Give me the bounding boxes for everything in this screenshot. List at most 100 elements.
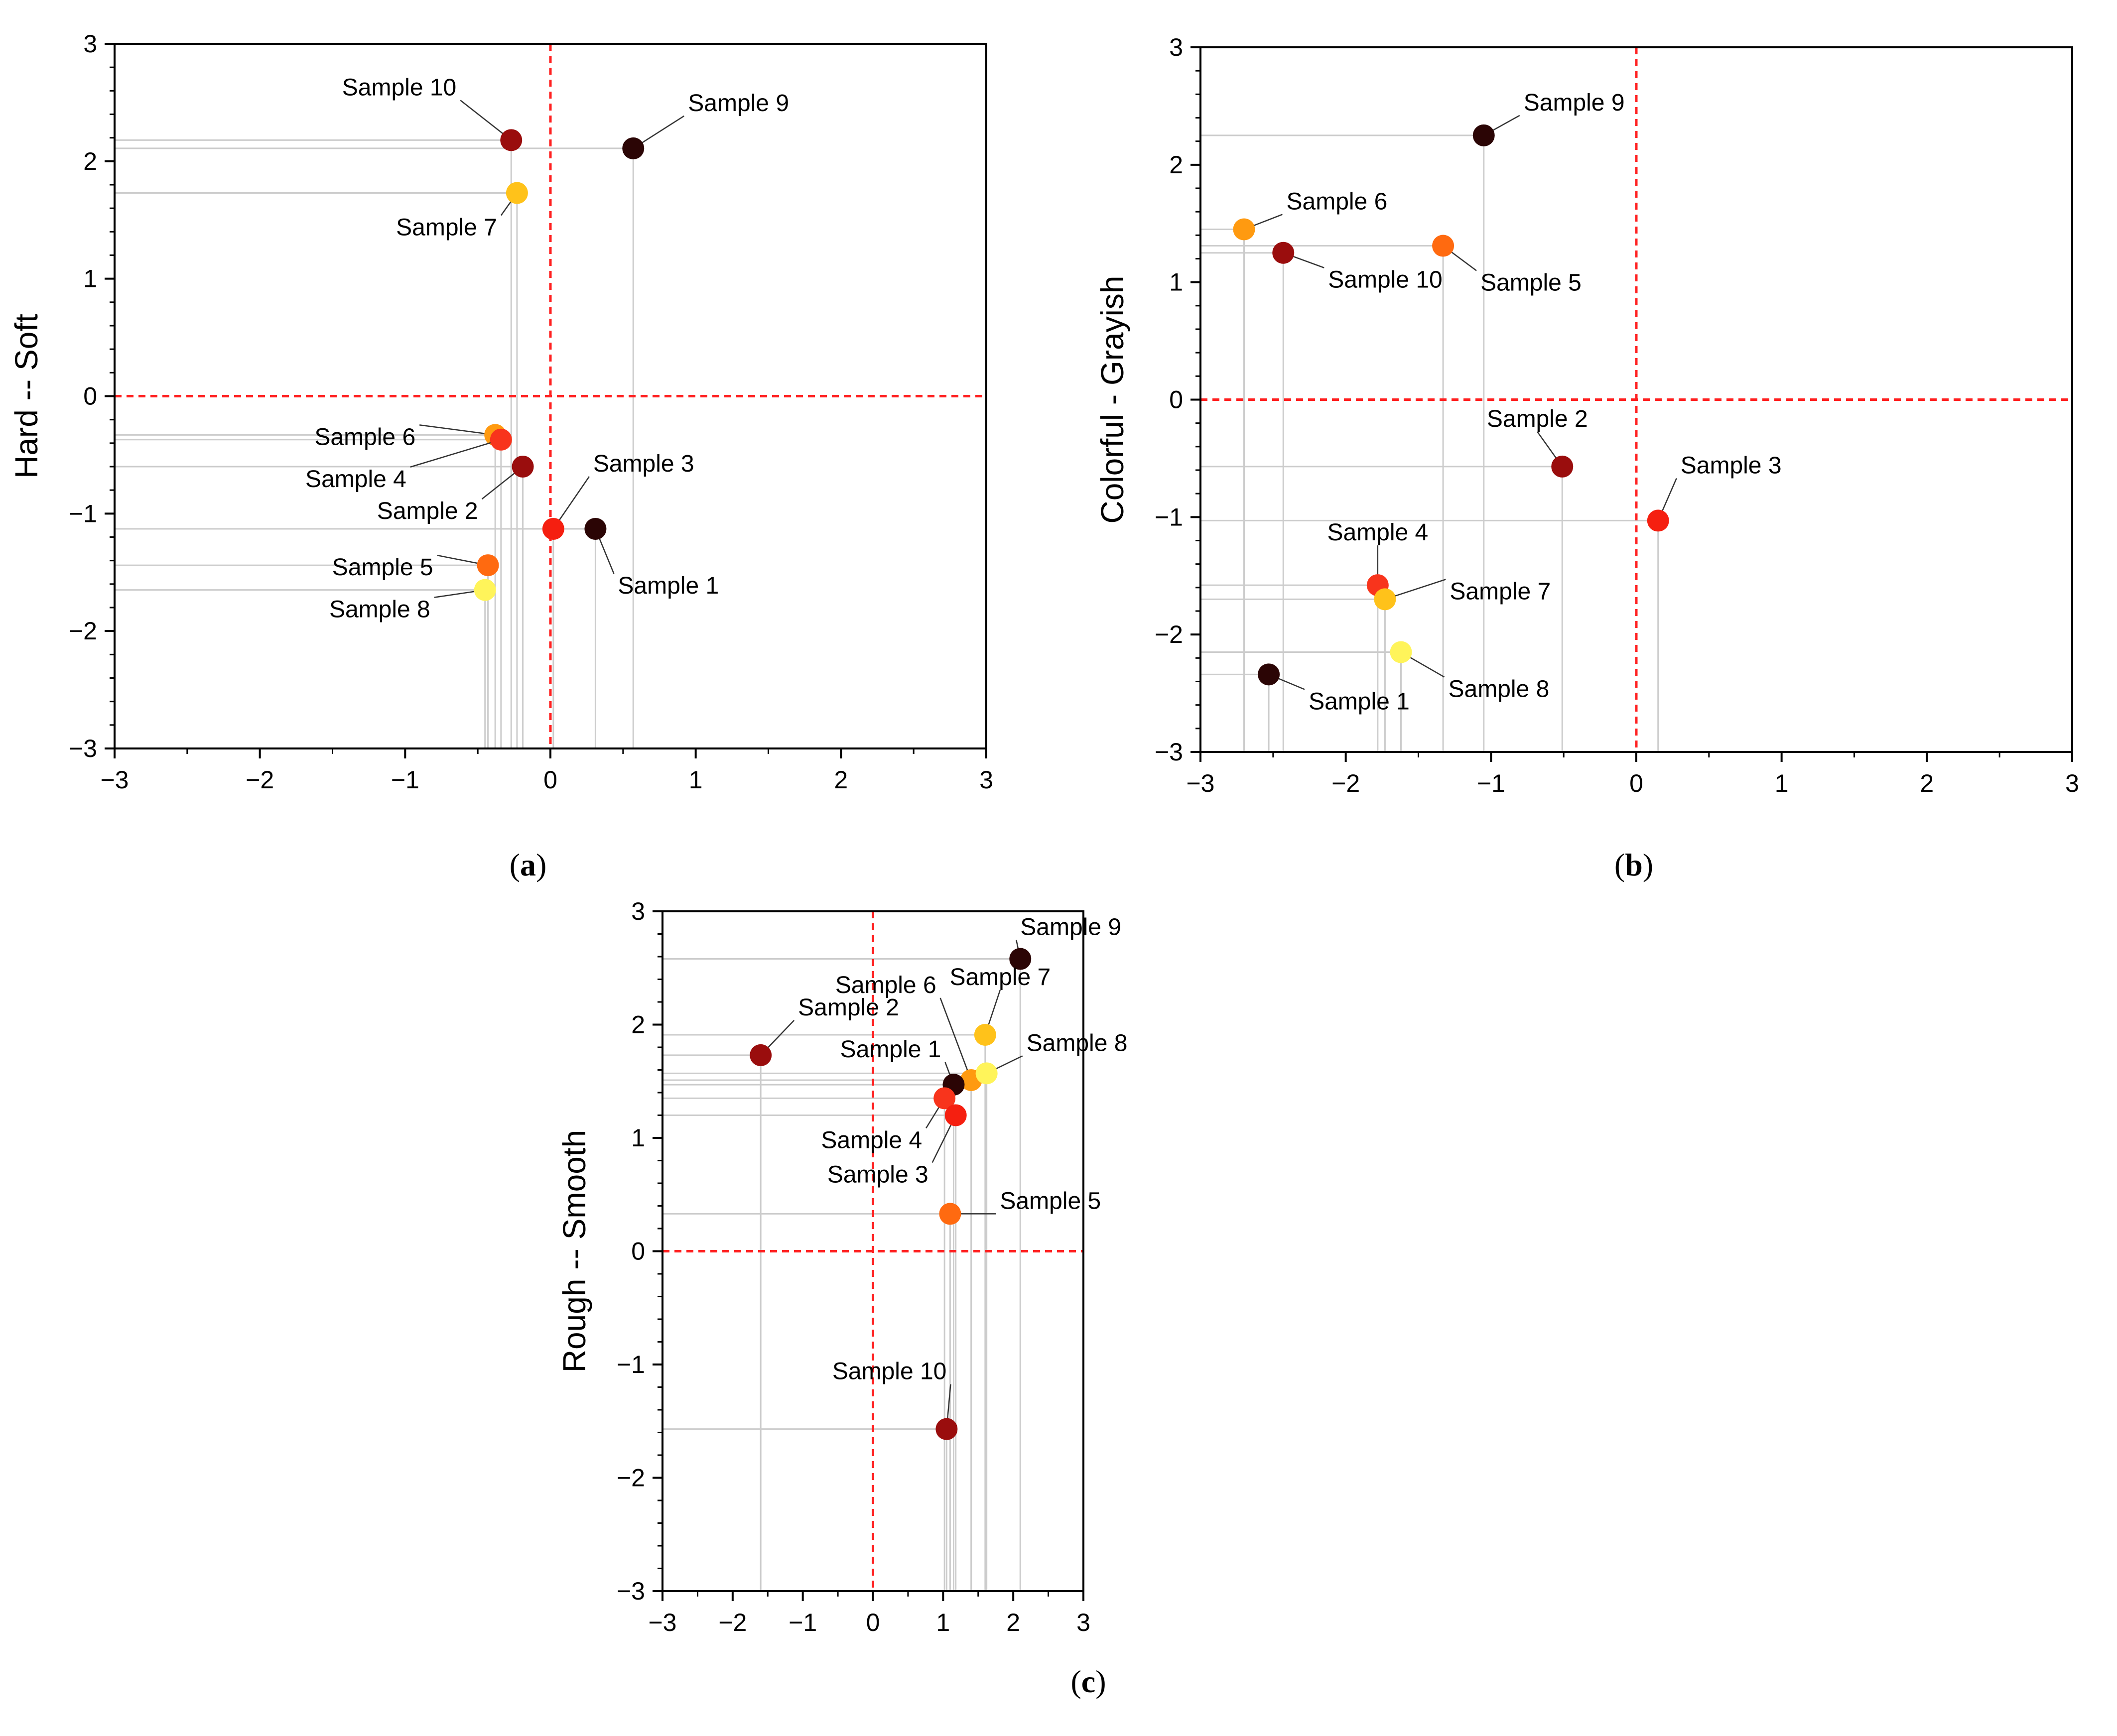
- label-leader-line: [939, 997, 972, 1081]
- data-point-sample-4[interactable]: [490, 428, 512, 451]
- scatter-chart-b: −3 −2 −1 0 1 2 3 −3 −2 −1 0 1 2 3 Colorful - Grayish Sa…: [1094, 33, 2079, 797]
- x-tick-label: −2: [246, 766, 274, 794]
- data-point-sample-4[interactable]: [933, 1087, 956, 1110]
- data-label: Sample 4: [305, 466, 406, 493]
- data-label: Sample 7: [949, 964, 1051, 991]
- data-label: Sample 9: [688, 90, 789, 117]
- x-tick-label: 0: [543, 766, 557, 794]
- y-tick-label: 1: [631, 1124, 645, 1152]
- data-label: Sample 8: [329, 597, 430, 623]
- data-label: Sample 8: [1027, 1030, 1128, 1056]
- data-label: Sample 6: [1287, 189, 1388, 215]
- data-point-sample-8[interactable]: [975, 1062, 998, 1085]
- data-label: Sample 3: [827, 1162, 928, 1188]
- data-label: Sample 9: [1524, 90, 1625, 116]
- y-tick-label: −3: [617, 1577, 645, 1605]
- x-tick-label: 2: [834, 766, 848, 794]
- data-label: Sample 5: [1480, 270, 1582, 296]
- label-leader-line: [419, 424, 496, 436]
- x-tick-label: −3: [100, 766, 129, 794]
- data-label: Sample 6: [314, 424, 415, 450]
- x-tick-label: 0: [1629, 769, 1643, 797]
- drop-lines: [1200, 134, 1659, 752]
- plot-area-c: −3 −2 −1 0 1 2 3 −3 −2 −1 0 1 2 3 Rough -- Smooth Sampl…: [556, 897, 1127, 1636]
- y-tick-label: 2: [1169, 151, 1183, 179]
- caption-b: (b): [1614, 847, 1654, 882]
- x-tick-label: 3: [979, 766, 993, 794]
- x-tick-label: −3: [1186, 769, 1214, 797]
- data-point-sample-2[interactable]: [512, 456, 534, 478]
- data-point-sample-2[interactable]: [750, 1044, 772, 1066]
- data-point-sample-3[interactable]: [944, 1104, 967, 1126]
- data-point-sample-7[interactable]: [1374, 588, 1396, 611]
- data-label: Sample 7: [1450, 578, 1551, 605]
- label-leader-line: [410, 439, 502, 468]
- y-tick-label: −3: [69, 735, 97, 762]
- x-tick-label: −3: [648, 1609, 676, 1636]
- data-point-sample-5[interactable]: [477, 554, 499, 577]
- x-tick-label: 3: [2065, 769, 2079, 797]
- data-point-sample-8[interactable]: [1390, 641, 1412, 663]
- data-point-sample-10[interactable]: [935, 1418, 958, 1440]
- data-label: Sample 5: [1000, 1188, 1101, 1214]
- x-tick-label: −1: [789, 1609, 817, 1636]
- data-point-sample-10[interactable]: [500, 129, 523, 151]
- plot-area-b: −3 −2 −1 0 1 2 3 −3 −2 −1 0 1 2 3 Colorful - Grayish Sa…: [1094, 33, 2079, 797]
- y-tick-label: 0: [1169, 386, 1183, 414]
- y-tick-label: 1: [1169, 268, 1183, 296]
- x-tick-label: −2: [718, 1609, 747, 1636]
- y-tick-label: −1: [617, 1351, 645, 1378]
- y-tick-label: 2: [631, 1011, 645, 1039]
- x-tick-label: 2: [1920, 769, 1934, 797]
- y-tick-label: 3: [631, 897, 645, 925]
- data-point-sample-9[interactable]: [622, 137, 645, 159]
- data-label: Sample 1: [840, 1036, 941, 1063]
- data-point-sample-8[interactable]: [474, 579, 496, 601]
- y-tick-label: 3: [83, 30, 97, 58]
- data-point-sample-7[interactable]: [974, 1023, 996, 1046]
- data-point-sample-5[interactable]: [939, 1203, 961, 1225]
- data-point-sample-7[interactable]: [506, 182, 528, 204]
- data-label: Sample 1: [618, 573, 719, 599]
- data-label: Sample 6: [835, 972, 936, 998]
- chart-panel-a: −3 −2 −1 0 1 2 3 −3 −2 −1 0 1 2 3 Hard -- Soft Sample 1…: [0, 30, 1026, 837]
- caption-a: (a): [509, 847, 547, 882]
- y-tick-label: 0: [631, 1238, 645, 1265]
- y-axis-title: Hard -- Soft: [8, 314, 44, 479]
- data-label: Sample 4: [1327, 519, 1428, 546]
- data-point-sample-9[interactable]: [1472, 124, 1495, 146]
- data-label: Sample 2: [1487, 406, 1588, 432]
- data-label: Sample 10: [1328, 267, 1442, 293]
- data-point-sample-9[interactable]: [1009, 948, 1032, 970]
- data-point-sample-3[interactable]: [542, 517, 564, 540]
- y-tick-label: 2: [83, 147, 97, 175]
- data-label: Sample 2: [377, 498, 478, 524]
- data-label: Sample 8: [1449, 676, 1550, 703]
- scatter-chart-a: −3 −2 −1 0 1 2 3 −3 −2 −1 0 1 2 3 Hard -- Soft Sample 1…: [8, 30, 993, 794]
- x-tick-label: −1: [1477, 769, 1505, 797]
- x-tick-label: 1: [1775, 769, 1789, 797]
- data-label: Sample 7: [396, 215, 497, 241]
- data-point-sample-1[interactable]: [1258, 663, 1280, 686]
- y-tick-label: −1: [1155, 503, 1183, 531]
- x-tick-label: −2: [1331, 769, 1360, 797]
- data-point-sample-1[interactable]: [584, 517, 607, 540]
- data-point-sample-6[interactable]: [1233, 218, 1255, 241]
- data-label: Sample 3: [593, 451, 694, 477]
- data-label: Sample 10: [832, 1359, 946, 1385]
- x-tick-label: 3: [1076, 1609, 1090, 1636]
- y-tick-label: −1: [69, 499, 97, 527]
- x-tick-label: 1: [689, 766, 703, 794]
- data-point-sample-5[interactable]: [1432, 235, 1455, 257]
- chart-panel-c: −3 −2 −1 0 1 2 3 −3 −2 −1 0 1 2 3 Rough -- Smooth Sampl…: [528, 896, 1554, 1678]
- data-label: Sample 5: [332, 554, 433, 581]
- data-point-sample-10[interactable]: [1272, 242, 1295, 264]
- plot-area-a: −3 −2 −1 0 1 2 3 −3 −2 −1 0 1 2 3 Hard -- Soft Sample 1…: [8, 30, 993, 794]
- chart-panel-b: −3 −2 −1 0 1 2 3 −3 −2 −1 0 1 2 3 Colorful - Grayish Sa…: [1076, 30, 2102, 837]
- data-point-sample-3[interactable]: [1647, 509, 1669, 532]
- data-label: Sample 4: [821, 1127, 922, 1153]
- x-tick-label: −1: [391, 766, 419, 794]
- y-tick-label: −2: [617, 1464, 645, 1492]
- x-tick-label: 2: [1006, 1609, 1020, 1636]
- data-point-sample-2[interactable]: [1551, 455, 1574, 478]
